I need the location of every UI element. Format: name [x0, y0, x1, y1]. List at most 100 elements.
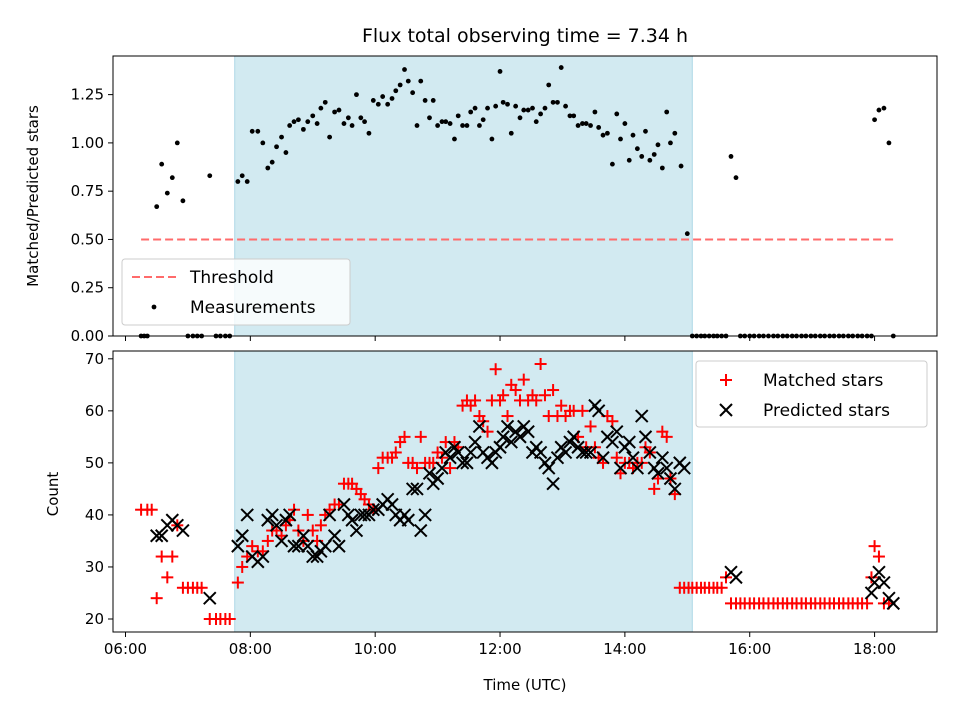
top-ytick-label: 0.75 [71, 182, 104, 200]
top-legend: Threshold Measurements [121, 258, 351, 326]
measurement-point [322, 99, 328, 105]
measurement-point [639, 154, 645, 159]
matched-star-point [584, 420, 597, 433]
matched-star-point [150, 592, 163, 605]
matched-star-point [865, 571, 878, 584]
matched-star-point [246, 540, 259, 553]
predicted-star-point [558, 445, 573, 460]
predicted-star-point [332, 539, 346, 553]
top-ytick-label: 0.00 [71, 327, 104, 345]
measurement-point [664, 109, 670, 115]
predicted-star-point [877, 575, 891, 590]
predicted-star-point [418, 508, 432, 522]
top-axes-frame [112, 55, 938, 337]
measurement-point [659, 165, 665, 171]
measurement-point [402, 67, 407, 72]
measurement-point [414, 123, 420, 128]
measurement-point [389, 96, 395, 101]
measurement-point [260, 140, 266, 146]
measurement-point [500, 99, 506, 105]
matched-star-point [444, 462, 457, 475]
predicted-star-point [385, 497, 399, 512]
chart-title: Flux total observing time = 7.34 h [362, 25, 688, 47]
measurement-point [443, 119, 449, 125]
predicted-star-point [872, 565, 886, 579]
matched-star-point [509, 384, 522, 397]
measurement-point [588, 123, 593, 128]
matched-star-point [547, 384, 560, 397]
measurement-point [439, 119, 445, 125]
legend-predicted-swatch [719, 403, 733, 417]
measurement-point [542, 105, 548, 111]
measurement-point [452, 136, 457, 142]
legend-matched-swatch [720, 374, 732, 386]
matched-star-point [715, 581, 728, 594]
matched-star-point [538, 389, 551, 402]
matched-star-point [610, 451, 623, 464]
measurement-point [472, 105, 478, 111]
predicted-star-point [154, 529, 169, 543]
bot-xtick-label: 18:00 [853, 640, 896, 658]
predicted-star-point [546, 476, 560, 491]
predicted-star-point [410, 482, 424, 496]
measurement-point [643, 128, 648, 134]
measurement-point [314, 121, 320, 126]
predicted-star-point [550, 450, 565, 465]
matched-star-point [301, 508, 314, 521]
matched-star-point [530, 394, 543, 407]
predicted-star-point [327, 529, 342, 543]
predicted-star-point [468, 435, 482, 449]
measurement-point [354, 92, 359, 98]
measurement-point [244, 179, 250, 184]
predicted-star-point [655, 450, 670, 465]
matched-star-point [555, 399, 568, 412]
matched-star-point [414, 430, 427, 443]
measurement-point [538, 111, 544, 117]
matched-star-point [435, 451, 448, 464]
matched-star-point [145, 503, 158, 516]
measurement-point [375, 101, 381, 107]
measurement-point [410, 90, 416, 96]
measurement-point [678, 163, 684, 169]
predicted-star-point [460, 456, 474, 470]
measurement-point [575, 123, 581, 128]
measurement-point [533, 119, 539, 125]
measurement-point [563, 103, 568, 109]
measurement-point [651, 152, 657, 157]
bot-axes-frame [112, 350, 938, 633]
matched-star-point [648, 482, 661, 495]
legend-measurements-swatch [151, 304, 157, 310]
measurement-point [279, 134, 284, 140]
predicted-star-point [366, 503, 381, 517]
matched-star-point [389, 446, 402, 459]
predicted-star-point [203, 591, 217, 605]
measurement-point [505, 101, 510, 107]
predicted-star-point [357, 508, 372, 522]
measurement-point [567, 113, 573, 119]
matched-star-point [411, 462, 424, 475]
measurement-point [207, 173, 213, 179]
predicted-star-point [638, 430, 653, 444]
measurement-point [265, 165, 271, 171]
bot-ytick-label: 70 [85, 350, 104, 368]
measurement-point [169, 175, 175, 181]
matched-star-point [501, 410, 514, 423]
measurement-point [626, 157, 632, 163]
measurement-point [310, 113, 316, 119]
predicted-star-point [635, 409, 649, 423]
predicted-star-point [622, 435, 636, 449]
predicted-star-point [542, 461, 556, 475]
measurement-point [872, 117, 877, 123]
predicted-star-point [630, 461, 645, 475]
measurement-point [405, 78, 411, 84]
top-ylabel: Matched/Predicted stars [24, 105, 42, 287]
measurement-point [592, 109, 598, 115]
measurement-point [327, 134, 333, 140]
predicted-star-point [677, 461, 691, 475]
predicted-star-point [414, 523, 428, 538]
measurement-point [668, 140, 673, 146]
measurement-point [497, 69, 503, 74]
measurement-point [728, 154, 734, 159]
bot-xtick-label: 10:00 [354, 640, 397, 658]
measurement-point [596, 125, 602, 130]
